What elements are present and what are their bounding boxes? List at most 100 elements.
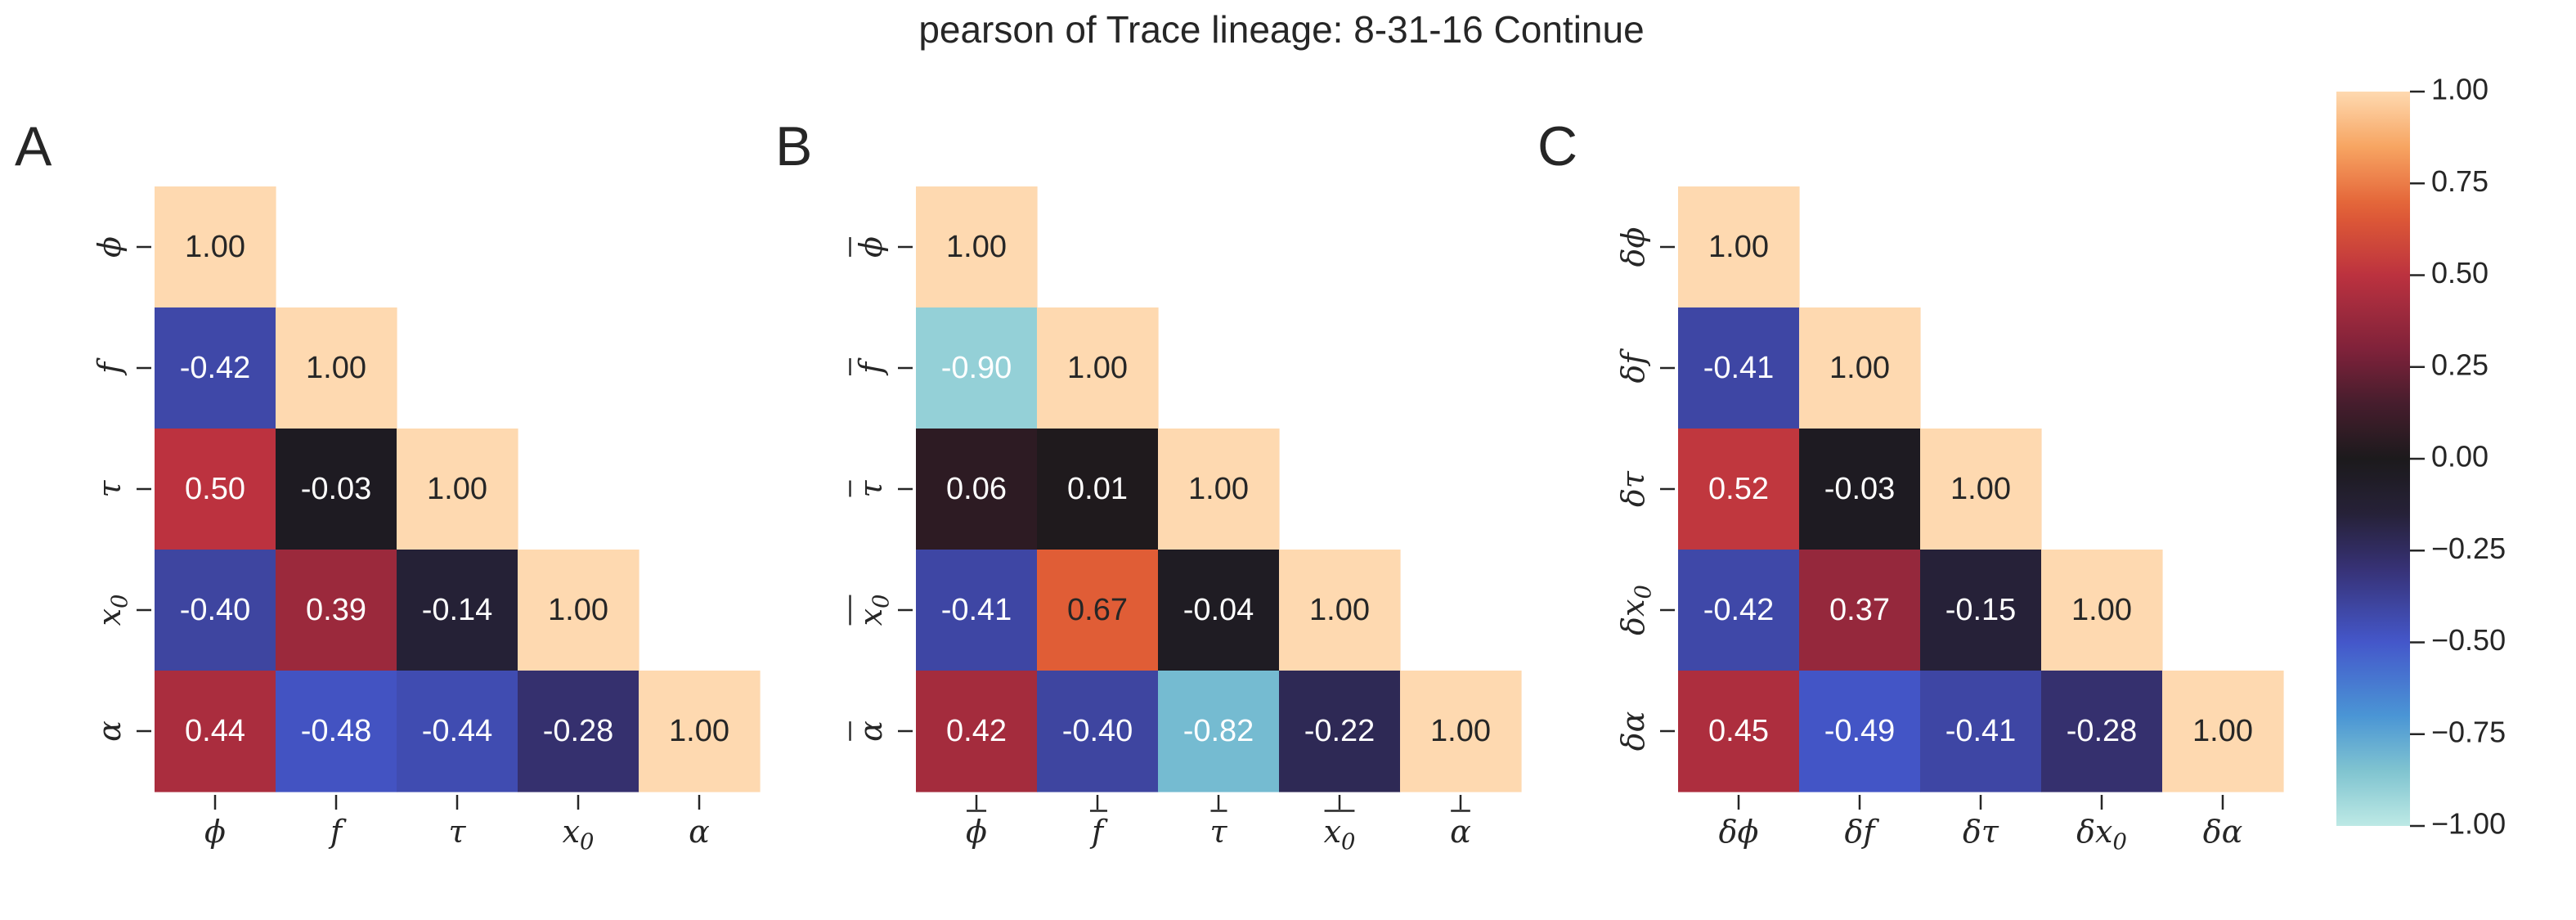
colorbar: 1.00 0.75 0.50 0.25 0.00 −0.25 −0.50 −0.75 −1.00 bbox=[2336, 73, 2506, 841]
y-tick-label: δα bbox=[1615, 711, 1651, 752]
heatmap-cell bbox=[2041, 550, 2163, 671]
colorbar-tick-label: −0.75 bbox=[2431, 715, 2506, 748]
y-tick-label-base: x bbox=[853, 608, 889, 626]
cell-value-label: 1.00 bbox=[669, 714, 729, 748]
cell-value-label: 0.50 bbox=[185, 472, 245, 506]
y-tick-label-prefix: δ bbox=[1615, 488, 1651, 507]
x-tick-label-text: x0 bbox=[1324, 814, 1356, 855]
x-tick-label-base: f bbox=[1860, 814, 1879, 850]
x-tick-label-prefix: δ bbox=[1719, 814, 1738, 850]
x-tick-label-text: δα bbox=[2203, 814, 2243, 850]
y-tick-label-base: ϕ bbox=[1615, 227, 1651, 249]
heatmap-cell bbox=[1799, 429, 1921, 550]
cell-value-label: 1.00 bbox=[1708, 230, 1769, 264]
y-tick-label-text: τ bbox=[92, 480, 128, 498]
cell-value-label: 1.00 bbox=[946, 230, 1007, 264]
heatmap-cell bbox=[916, 307, 1038, 429]
cell-value-label: -0.40 bbox=[180, 593, 251, 627]
y-tick-label-text: τ bbox=[853, 480, 889, 498]
heatmap-cell bbox=[1400, 671, 1522, 792]
y-tick-label-base: α bbox=[1615, 711, 1651, 733]
cell-value-label: 0.01 bbox=[1067, 472, 1128, 506]
y-tick-label: α bbox=[92, 720, 128, 742]
x-tick-label-text: f bbox=[328, 814, 347, 850]
cell-value-label: -0.41 bbox=[1945, 714, 2017, 748]
colorbar-tick-label: −0.25 bbox=[2431, 532, 2506, 565]
cell-value-label: 1.00 bbox=[306, 351, 366, 385]
colorbar-tick-label: 0.75 bbox=[2431, 164, 2488, 198]
x-tick-label-base: τ bbox=[1981, 814, 1999, 850]
cell-value-label: 1.00 bbox=[548, 593, 608, 627]
y-tick-label: ϕ bbox=[849, 236, 889, 258]
cell-value-label: -0.28 bbox=[543, 714, 614, 748]
heatmap-cell bbox=[1158, 671, 1280, 792]
y-tick-label: ϕ bbox=[92, 236, 128, 258]
heatmap-cell bbox=[155, 429, 276, 550]
x-tick-label: f bbox=[1089, 810, 1108, 850]
y-tick-label-text: ϕ bbox=[92, 236, 128, 258]
y-tick-label-base: τ bbox=[1615, 470, 1651, 488]
heatmap-panel-b: B 1.00 -0.90 1.00 0.06 0.01 1.00 -0.41 0.67 -0.04… bbox=[775, 115, 1522, 855]
x-tick-label-subscript: 0 bbox=[580, 829, 594, 855]
x-tick-label-text: δf bbox=[1845, 814, 1880, 850]
colorbar-tick-label: 1.00 bbox=[2431, 73, 2488, 106]
heatmap-cell bbox=[916, 186, 1038, 308]
x-tick-label-text: α bbox=[689, 814, 710, 850]
cell-value-label: -0.14 bbox=[422, 593, 493, 627]
cell-value-label: 0.42 bbox=[946, 714, 1007, 748]
y-tick-label-base: ϕ bbox=[853, 236, 889, 258]
x-tick-label: δf bbox=[1845, 814, 1880, 850]
y-tick-label-text: f bbox=[92, 357, 128, 376]
x-tick-label-text: τ bbox=[448, 814, 466, 850]
cell-value-label: -0.42 bbox=[180, 351, 251, 385]
cell-value-label: 1.00 bbox=[1430, 714, 1491, 748]
y-tick-label-prefix: δ bbox=[1615, 617, 1651, 635]
y-tick-label: α bbox=[849, 720, 889, 742]
heatmap-cell bbox=[155, 671, 276, 792]
y-tick-label: δf bbox=[1615, 348, 1651, 384]
x-tick-label-subscript: 0 bbox=[1341, 829, 1355, 855]
x-tick-label-text: δϕ bbox=[1719, 814, 1759, 850]
heatmap-cell bbox=[1037, 550, 1159, 671]
heatmap-cell bbox=[1920, 671, 2042, 792]
cell-value-label: 1.00 bbox=[1950, 472, 2011, 506]
y-tick-label-base: ϕ bbox=[92, 236, 128, 258]
cell-value-label: 1.00 bbox=[1067, 351, 1128, 385]
x-tick-label-base: ϕ bbox=[204, 814, 226, 850]
x-tick-label: ϕ bbox=[204, 814, 226, 850]
colorbar-tick-label: −1.00 bbox=[2431, 807, 2506, 841]
heatmap-cell bbox=[1037, 429, 1159, 550]
heatmap-cell bbox=[397, 671, 518, 792]
y-tick-label: τ bbox=[92, 480, 128, 498]
y-tick-label-text: δf bbox=[1615, 348, 1651, 384]
x-tick-label-base: f bbox=[328, 814, 347, 850]
colorbar-tick-label: −0.50 bbox=[2431, 623, 2506, 657]
panel-letter: B bbox=[775, 115, 812, 177]
cell-value-label: 1.00 bbox=[1829, 351, 1890, 385]
heatmap-panel-a: A 1.00 -0.42 1.00 0.50 -0.03 1.00 -0.40 0.39 -0.1… bbox=[15, 115, 761, 855]
colorbar-tick-label: 0.50 bbox=[2431, 256, 2488, 289]
y-tick-label-text: δx0 bbox=[1615, 585, 1657, 635]
cell-value-label: -0.42 bbox=[1703, 593, 1775, 627]
x-tick-label-base: f bbox=[1089, 814, 1108, 850]
heatmap-cell bbox=[916, 429, 1038, 550]
x-tick-label-base: α bbox=[2222, 814, 2243, 850]
x-tick-label: τ bbox=[1209, 810, 1227, 850]
cell-value-label: 0.45 bbox=[1708, 714, 1769, 748]
cell-value-label: -0.15 bbox=[1945, 593, 2017, 627]
x-tick-label: f bbox=[328, 814, 347, 850]
cell-value-label: -0.22 bbox=[1304, 714, 1376, 748]
y-tick-label-text: δτ bbox=[1615, 470, 1651, 507]
cell-value-label: 1.00 bbox=[1188, 472, 1249, 506]
x-tick-label: δx0 bbox=[2076, 814, 2127, 855]
cell-value-label: 0.52 bbox=[1708, 472, 1769, 506]
heatmap-cell bbox=[276, 550, 397, 671]
y-tick-label: τ bbox=[849, 480, 889, 498]
y-tick-label: δτ bbox=[1615, 470, 1651, 507]
y-tick-label: f bbox=[92, 357, 128, 376]
cell-value-label: -0.03 bbox=[1824, 472, 1896, 506]
x-tick-label-base: τ bbox=[448, 814, 466, 850]
heatmap-cell bbox=[1799, 550, 1921, 671]
x-tick-label-base: α bbox=[689, 814, 710, 850]
cell-value-label: -0.49 bbox=[1824, 714, 1896, 748]
